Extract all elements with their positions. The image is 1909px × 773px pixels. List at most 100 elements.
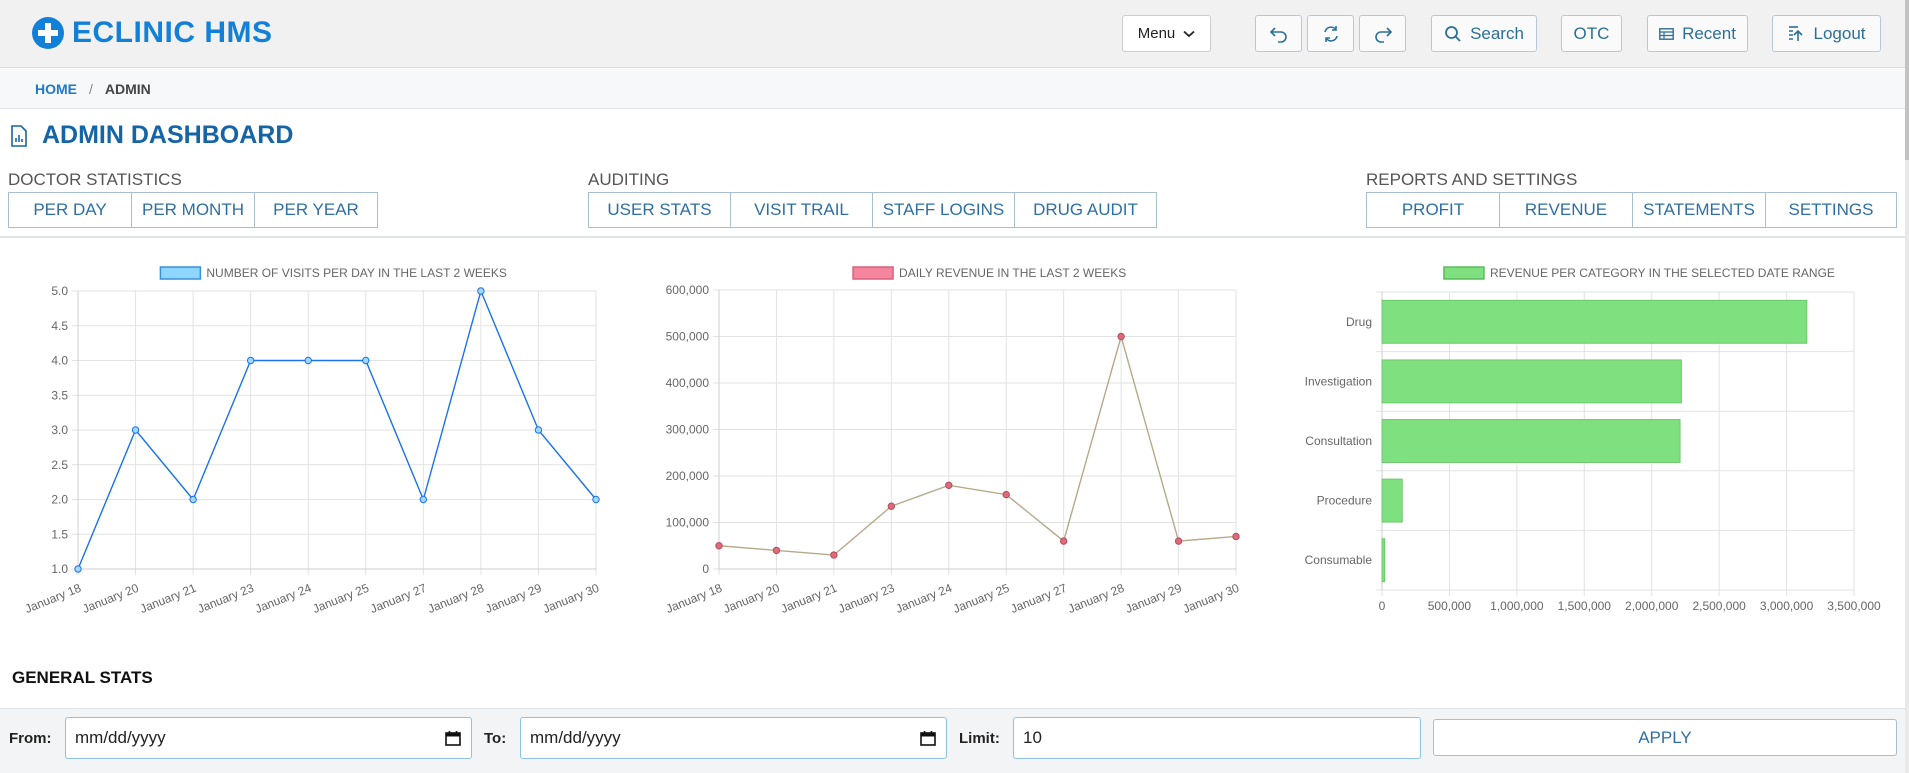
page-title: ADMIN DASHBOARD — [10, 121, 293, 150]
from-date-placeholder: mm/dd/yyyy — [75, 728, 166, 747]
data-point — [419, 495, 428, 504]
to-date-input[interactable]: mm/dd/yyyy — [520, 717, 947, 759]
y-tick-label: 0 — [702, 562, 709, 576]
x-tick-label: January 21 — [779, 581, 840, 616]
data-point — [1059, 537, 1068, 545]
x-tick-label: 3,500,000 — [1827, 599, 1881, 613]
breadcrumb-home-link[interactable]: HOME — [35, 80, 77, 97]
x-tick-label: January 23 — [836, 581, 897, 616]
otc-label: OTC — [1573, 23, 1610, 43]
x-tick-label: January 27 — [368, 581, 429, 616]
menu-dropdown[interactable]: Menu — [1122, 15, 1211, 52]
y-tick-label: 1.0 — [51, 562, 68, 576]
reports-settings-group: PROFIT REVENUE STATEMENTS SETTINGS — [1366, 192, 1897, 228]
x-tick-label: January 23 — [195, 581, 256, 616]
logout-label: Logout — [1813, 23, 1866, 43]
x-tick-label: January 28 — [426, 581, 487, 616]
section-divider — [0, 236, 1909, 238]
page-scrollbar[interactable] — [1905, 0, 1909, 773]
to-label: To: — [484, 730, 507, 747]
logout-button[interactable]: Logout — [1772, 15, 1881, 52]
x-tick-label: January 20 — [80, 581, 141, 616]
from-label: From: — [9, 730, 52, 747]
x-tick-label: January 30 — [1181, 581, 1242, 616]
x-tick-label: 0 — [1379, 599, 1386, 613]
x-tick-label: 2,500,000 — [1692, 599, 1746, 613]
x-tick-label: 1,500,000 — [1558, 599, 1612, 613]
otc-button[interactable]: OTC — [1561, 15, 1622, 52]
calendar-icon[interactable] — [445, 730, 461, 746]
app-logo[interactable]: ECLINIC HMS — [32, 16, 273, 50]
search-button[interactable]: Search — [1431, 15, 1537, 52]
data-point — [131, 426, 140, 434]
category-label: Drug — [1346, 315, 1372, 329]
chevron-down-icon — [1183, 30, 1195, 37]
data-point — [830, 551, 838, 559]
legend-swatch — [1443, 266, 1485, 280]
calendar-icon[interactable] — [920, 730, 936, 746]
y-tick-label: 300,000 — [666, 423, 710, 437]
breadcrumb: HOME / ADMIN — [0, 69, 1909, 109]
x-tick-label: January 29 — [1123, 581, 1184, 616]
daily-revenue-chart: DAILY REVENUE IN THE LAST 2 WEEKS 600,000… — [640, 255, 1250, 630]
data-point — [945, 481, 953, 490]
y-tick-label: 2.0 — [51, 493, 68, 507]
apply-button[interactable]: APPLY — [1433, 719, 1897, 756]
visit-trail-button[interactable]: VISIT TRAIL — [730, 192, 873, 228]
x-tick-label: January 20 — [721, 581, 782, 616]
page-title-text: ADMIN DASHBOARD — [42, 121, 294, 149]
drug-audit-button[interactable]: DRUG AUDIT — [1014, 192, 1157, 228]
staff-logins-button[interactable]: STAFF LOGINS — [872, 192, 1015, 228]
data-point — [534, 426, 543, 434]
medical-cross-icon — [32, 17, 64, 49]
revenue-chart-svg: DAILY REVENUE IN THE LAST 2 WEEKS 600,000… — [664, 266, 1242, 616]
legend-label: NUMBER OF VISITS PER DAY IN THE LAST 2 W… — [206, 266, 507, 280]
x-tick-label: 2,000,000 — [1625, 599, 1679, 613]
general-stats-title: GENERAL STATS — [12, 668, 153, 687]
recent-button[interactable]: Recent — [1647, 15, 1748, 52]
data-point — [304, 356, 312, 365]
from-date-input[interactable]: mm/dd/yyyy — [65, 717, 472, 759]
category-label: Investigation — [1305, 374, 1372, 388]
statements-button[interactable]: STATEMENTS — [1632, 192, 1766, 228]
visits-per-day-chart: NUMBER OF VISITS PER DAY IN THE LAST 2 W… — [0, 255, 620, 630]
top-bar: ECLINIC HMS Menu Search OTC Recent Logou… — [0, 0, 1909, 68]
per-year-button[interactable]: PER YEAR — [254, 192, 378, 228]
visits-chart-svg: NUMBER OF VISITS PER DAY IN THE LAST 2 W… — [23, 266, 602, 616]
doctor-statistics-group: PER DAY PER MONTH PER YEAR — [8, 192, 378, 228]
user-stats-button[interactable]: USER STATS — [588, 192, 731, 228]
limit-input[interactable]: 10 — [1013, 717, 1421, 759]
data-point — [715, 542, 723, 550]
per-day-button[interactable]: PER DAY — [8, 192, 132, 228]
series-line — [77, 288, 597, 570]
data-point — [1232, 532, 1240, 541]
limit-label: Limit: — [959, 730, 1000, 747]
category-label: Consultation — [1305, 434, 1372, 448]
per-month-button[interactable]: PER MONTH — [131, 192, 255, 228]
x-tick-label: January 21 — [138, 581, 199, 616]
forward-button[interactable] — [1359, 15, 1406, 52]
search-icon — [1445, 25, 1461, 42]
scrollbar-thumb[interactable] — [1905, 0, 1909, 160]
bar — [1381, 299, 1808, 344]
menu-label: Menu — [1137, 25, 1176, 42]
x-tick-label: 3,000,000 — [1760, 599, 1814, 613]
refresh-button[interactable] — [1307, 15, 1354, 52]
profit-button[interactable]: PROFIT — [1366, 192, 1500, 228]
x-tick-label: January 25 — [951, 581, 1012, 616]
revenue-button[interactable]: REVENUE — [1499, 192, 1633, 228]
bar — [1381, 419, 1681, 463]
bar — [1381, 538, 1386, 583]
settings-button[interactable]: SETTINGS — [1765, 192, 1897, 228]
to-date-placeholder: mm/dd/yyyy — [530, 728, 621, 747]
back-button[interactable] — [1255, 15, 1302, 52]
x-tick-label: January 24 — [253, 581, 314, 616]
bar — [1381, 478, 1403, 523]
doctor-statistics-label: DOCTOR STATISTICS — [8, 170, 182, 189]
refresh-icon — [1323, 25, 1338, 42]
data-point — [189, 495, 197, 504]
y-tick-label: 200,000 — [666, 469, 710, 483]
y-tick-label: 3.5 — [51, 388, 68, 402]
x-tick-label: January 30 — [541, 581, 602, 616]
y-tick-label: 2.5 — [51, 458, 68, 472]
